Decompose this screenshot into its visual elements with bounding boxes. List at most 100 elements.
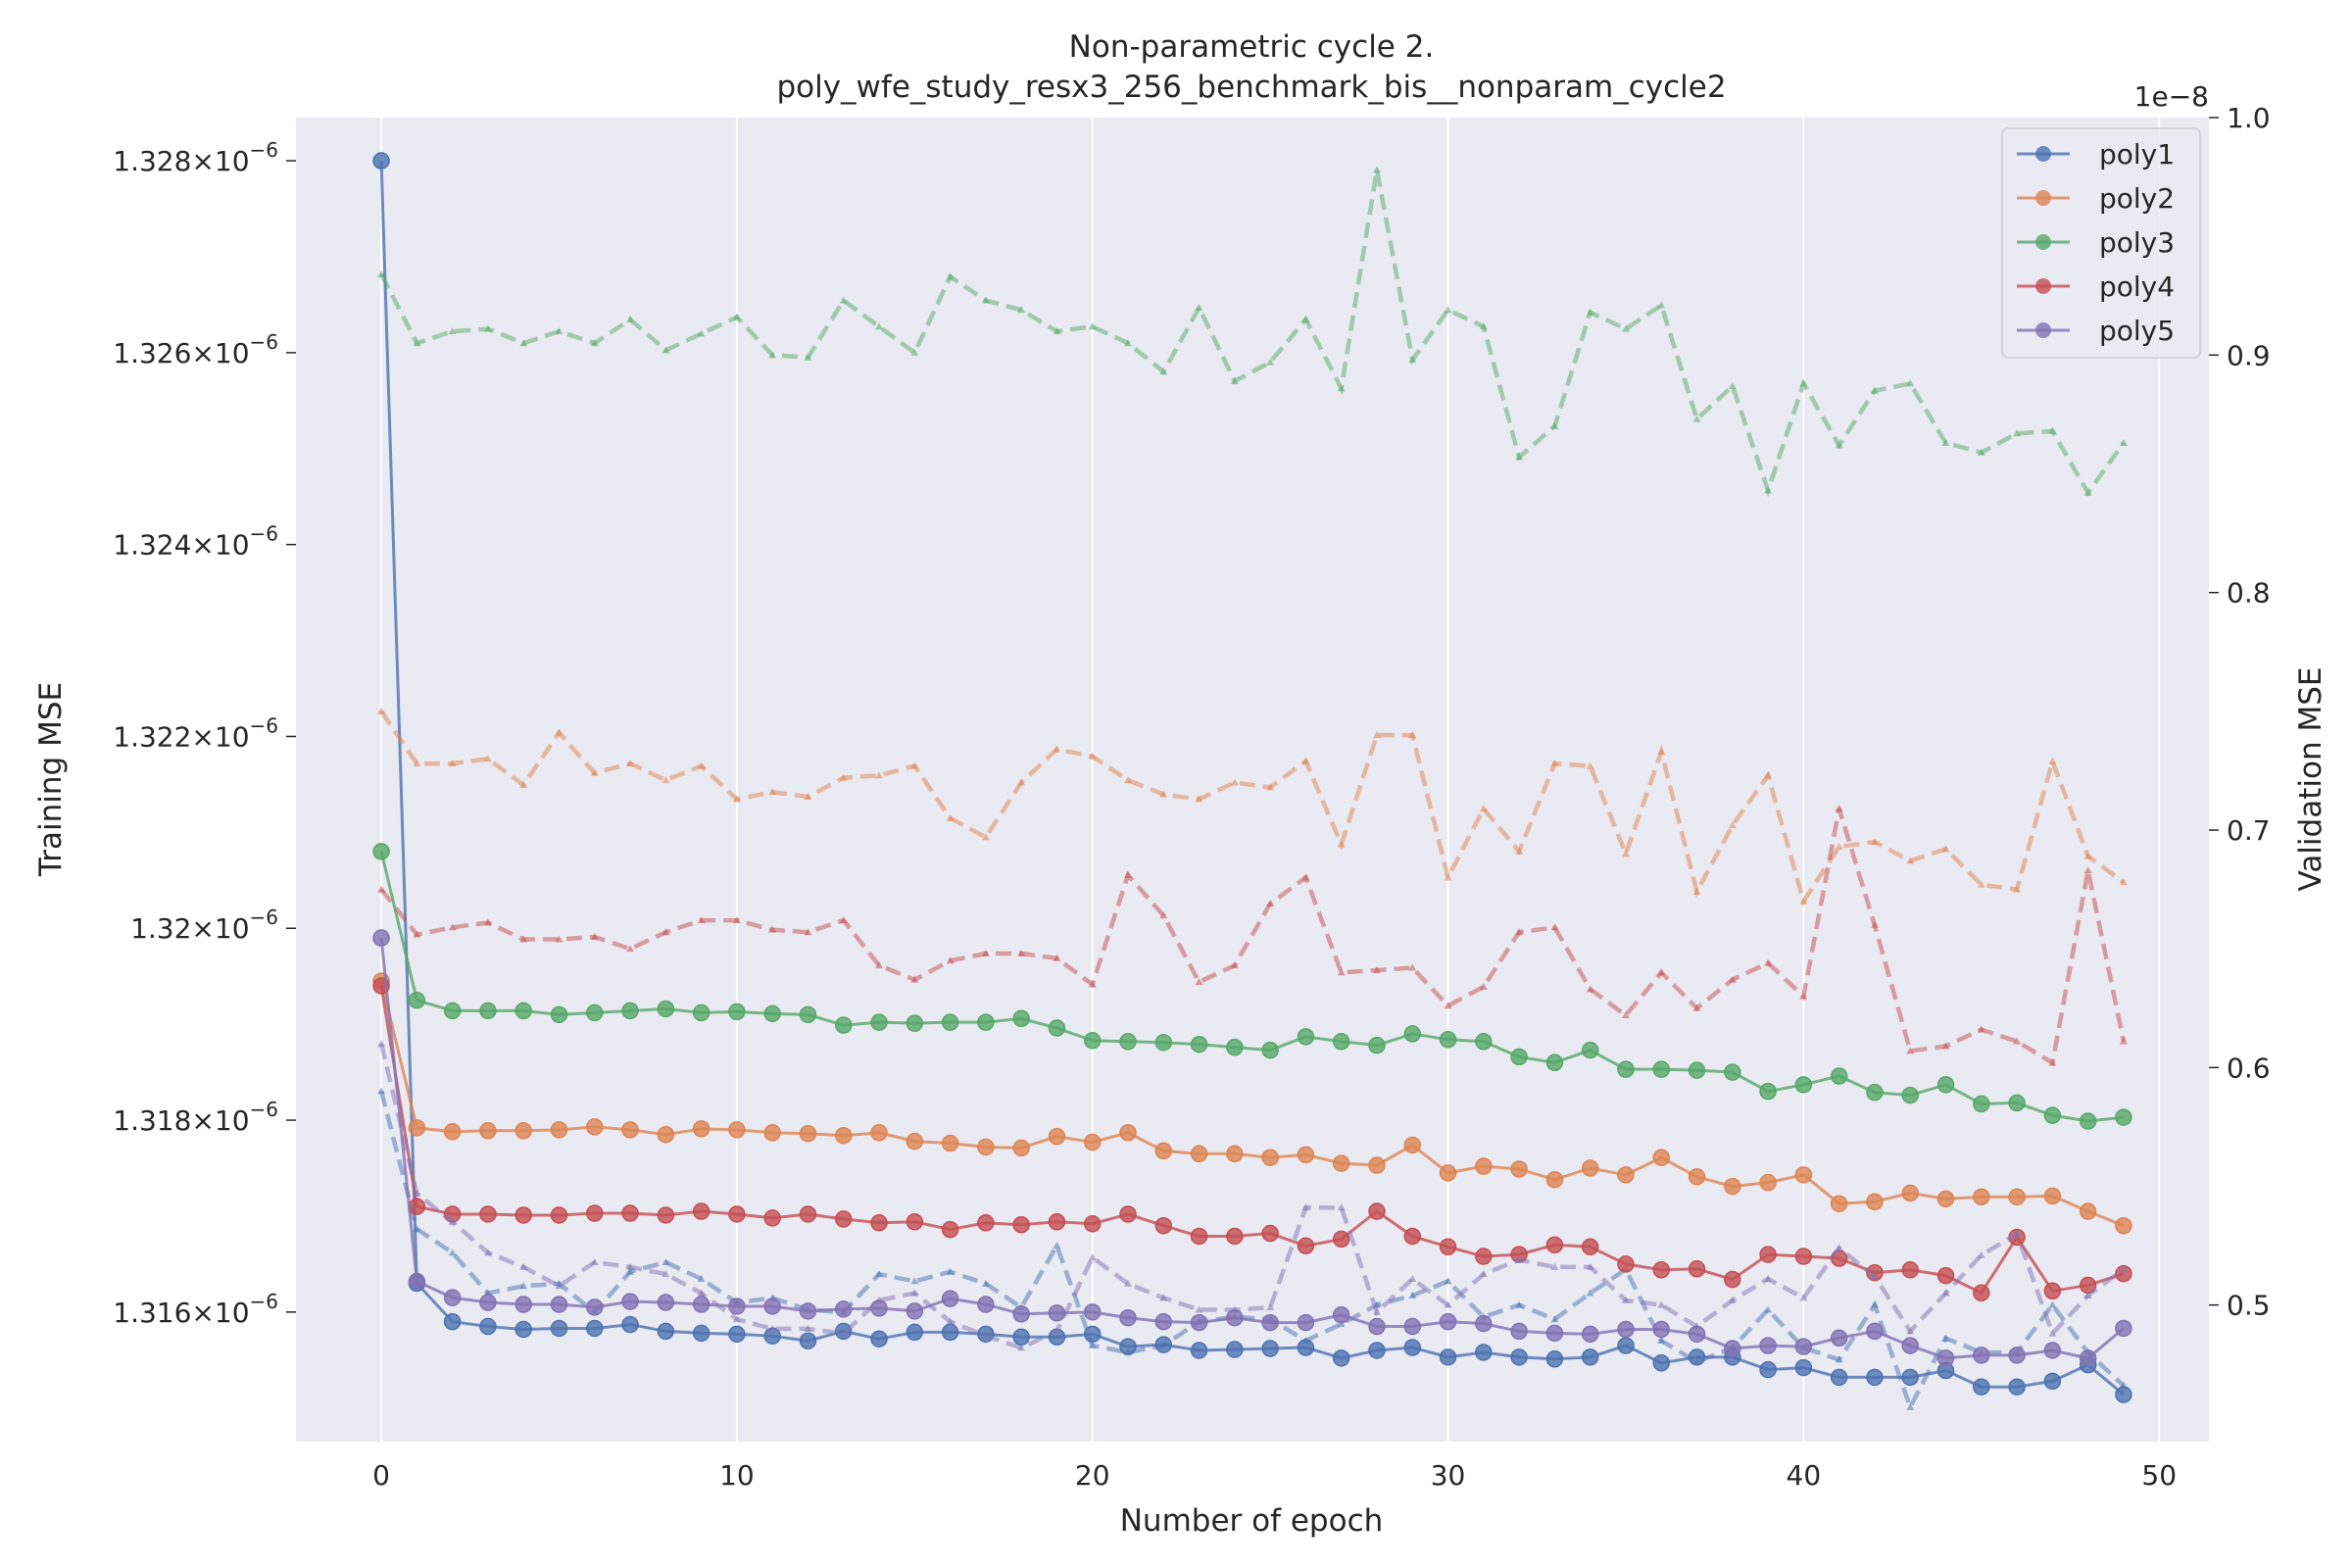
training-point-poly2 [514, 1122, 532, 1140]
training-point-poly1 [1901, 1368, 1919, 1387]
validation-point-poly3 [1799, 379, 1808, 387]
validation-point-poly2 [1479, 805, 1488, 812]
validation-point-poly5 [483, 1249, 492, 1256]
training-point-poly5 [586, 1298, 604, 1316]
validation-point-poly5 [448, 1217, 457, 1225]
validation-point-poly4 [1621, 1011, 1630, 1019]
training-point-poly5 [1901, 1337, 1919, 1354]
training-point-poly1 [1190, 1342, 1208, 1359]
training-point-poly2 [586, 1118, 604, 1136]
validation-point-poly1 [910, 1277, 919, 1285]
training-point-poly4 [479, 1205, 497, 1223]
training-point-poly4 [1332, 1230, 1350, 1249]
training-point-poly4 [941, 1220, 959, 1239]
training-point-poly3 [2115, 1108, 2132, 1126]
training-point-poly2 [408, 1119, 426, 1137]
validation-point-poly5 [1088, 1253, 1097, 1261]
training-point-poly3 [692, 1004, 710, 1022]
validation-point-poly3 [732, 313, 741, 320]
training-point-poly4 [1545, 1236, 1564, 1254]
training-point-poly2 [1297, 1146, 1315, 1164]
training-point-poly2 [621, 1121, 639, 1139]
validation-point-poly3 [1550, 422, 1559, 430]
training-point-poly2 [1190, 1145, 1208, 1163]
training-point-poly4 [1119, 1205, 1137, 1223]
training-point-poly5 [372, 929, 390, 947]
validation-point-poly4 [2119, 1037, 2128, 1045]
validation-point-poly3 [1515, 453, 1524, 461]
validation-point-poly2 [1301, 757, 1310, 764]
y-tick-label: 1.328×10−6 [113, 138, 278, 177]
validation-point-poly5 [2048, 1329, 2057, 1337]
validation-point-poly2 [448, 760, 457, 767]
validation-point-poly3 [1159, 368, 1168, 375]
training-point-poly1 [1119, 1338, 1137, 1355]
validation-point-poly5 [1337, 1203, 1346, 1211]
validation-point-poly4 [1444, 1002, 1452, 1009]
validation-point-poly1 [875, 1270, 884, 1278]
training-point-poly4 [1297, 1237, 1315, 1255]
validation-point-poly1 [1053, 1242, 1061, 1250]
x-tick-label: 10 [719, 1459, 755, 1492]
training-point-poly3 [763, 1004, 781, 1023]
training-point-poly2 [1830, 1195, 1848, 1212]
training-point-poly2 [1012, 1139, 1030, 1157]
training-point-poly1 [1261, 1340, 1279, 1357]
training-point-poly2 [941, 1134, 959, 1152]
training-point-poly2 [1794, 1166, 1813, 1184]
training-point-poly5 [1936, 1349, 1955, 1367]
validation-point-poly2 [1906, 857, 1915, 864]
validation-line-poly2 [379, 710, 2126, 907]
training-point-poly4 [1688, 1260, 1706, 1278]
y2-tick-label: 0.8 [2227, 577, 2271, 610]
training-point-poly4 [1617, 1255, 1635, 1273]
x-tick-label: 40 [1787, 1459, 1822, 1492]
validation-point-poly3 [413, 339, 421, 347]
legend-label-poly5: poly5 [2099, 315, 2175, 347]
validation-point-poly5 [839, 1329, 848, 1337]
training-point-poly5 [657, 1294, 675, 1311]
validation-point-poly2 [946, 813, 955, 821]
validation-point-poly3 [1124, 339, 1133, 347]
validation-point-poly3 [2013, 429, 2022, 437]
training-point-poly2 [1901, 1184, 1919, 1202]
y2-axis-label: Validation MSE [2293, 667, 2328, 892]
training-point-poly1 [1475, 1344, 1493, 1361]
validation-point-poly1 [662, 1258, 670, 1266]
training-point-poly2 [2008, 1188, 2026, 1206]
training-point-poly4 [763, 1209, 781, 1227]
training-point-poly2 [550, 1121, 568, 1139]
validation-point-poly3 [1195, 303, 1203, 311]
legend-marker-poly3 [2035, 234, 2051, 250]
training-point-poly1 [728, 1325, 746, 1344]
training-point-poly5 [906, 1302, 924, 1320]
series-layer [372, 152, 2132, 1413]
legend-marker-poly5 [2035, 322, 2051, 338]
validation-point-poly5 [377, 1040, 386, 1048]
training-point-poly3 [657, 1000, 675, 1018]
validation-point-poly1 [981, 1279, 990, 1287]
training-point-poly2 [870, 1124, 888, 1142]
training-point-poly2 [1403, 1136, 1422, 1154]
validation-point-poly3 [626, 315, 635, 322]
validation-point-poly5 [1301, 1203, 1310, 1211]
validation-point-poly4 [555, 935, 564, 943]
training-point-poly5 [941, 1290, 959, 1307]
validation-point-poly3 [1230, 376, 1239, 384]
validation-point-poly4 [768, 925, 777, 933]
validation-point-poly2 [1088, 752, 1097, 760]
training-point-poly4 [1226, 1227, 1244, 1246]
training-point-poly1 [514, 1320, 532, 1339]
validation-point-poly3 [1408, 356, 1417, 364]
training-point-poly2 [835, 1126, 853, 1145]
training-point-poly5 [870, 1299, 888, 1317]
validation-line-poly1 [378, 1090, 2126, 1413]
validation-point-poly4 [1728, 975, 1737, 983]
validation-point-poly4 [1515, 928, 1524, 936]
validation-point-poly3 [875, 322, 884, 330]
validation-point-poly1 [697, 1275, 706, 1283]
validation-point-poly5 [1657, 1300, 1666, 1308]
x-axis-label: Number of epoch [1120, 1503, 1384, 1539]
validation-point-poly5 [946, 1317, 955, 1325]
training-point-poly5 [1724, 1340, 1741, 1357]
